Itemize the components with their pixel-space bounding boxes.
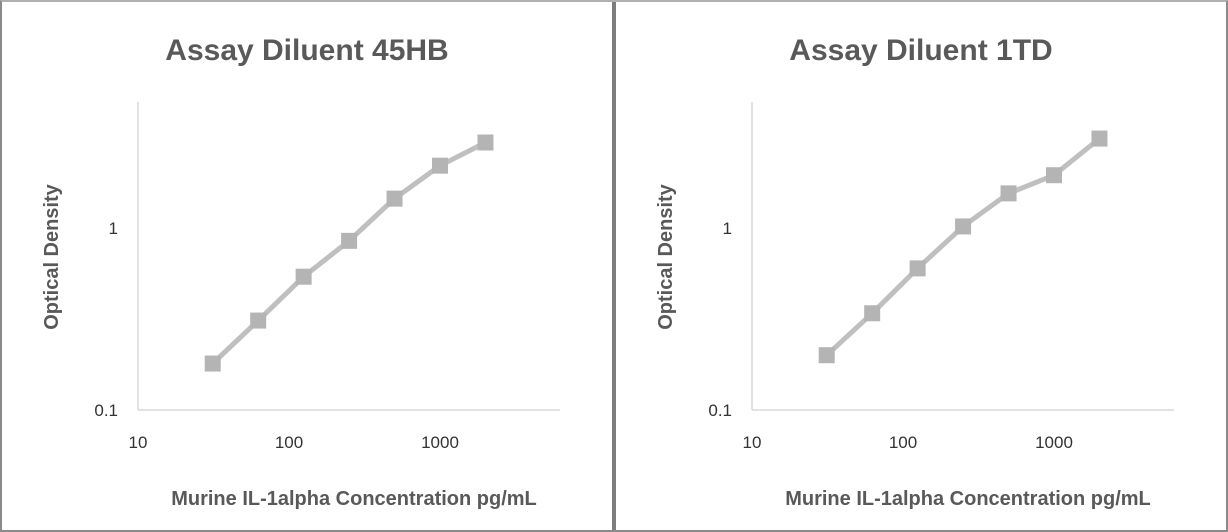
data-point-marker [1000,185,1017,202]
y-tick-label: 0.1 [94,401,118,420]
y-tick-label: 0.1 [708,401,732,420]
x-tick-label: 10 [129,433,148,452]
series-group [818,130,1108,364]
series-line [210,140,488,366]
chart-left: Assay Diluent 45HB Optical Density Murin… [41,34,560,510]
chart-panel-right: Assay Diluent 1TD Optical Density Murine… [616,2,1226,530]
data-point-marker [955,218,972,235]
chart-title: Assay Diluent 45HB [165,34,448,67]
y-axis-title: Optical Density [41,183,63,329]
series-group [204,134,494,372]
data-point-marker [1091,130,1108,147]
x-tick-label: 100 [889,433,917,452]
data-point-marker [477,134,494,151]
data-point-marker [250,312,267,329]
y-tick-label: 1 [723,219,732,238]
x-tick-label: 100 [275,433,303,452]
data-point-marker [1046,167,1062,184]
x-tick-label: 1000 [1035,433,1073,452]
x-tick-label: 1000 [421,433,459,452]
data-point-marker [204,355,221,372]
chart-right: Assay Diluent 1TD Optical Density Murine… [655,34,1174,510]
tick-label-group: 10 100 1000 0.1 1 [94,219,459,452]
x-axis-title: Murine IL-1alpha Concentration pg/mL [171,488,537,510]
chart-title: Assay Diluent 1TD [789,34,1052,67]
data-point-marker [909,260,926,277]
chart-panel-left: Assay Diluent 45HB Optical Density Murin… [2,2,612,530]
data-point-marker [341,232,358,249]
data-point-marker [864,305,881,322]
panel-divider [612,2,616,530]
y-tick-label: 1 [109,219,118,238]
tick-label-group: 10 100 1000 0.1 1 [708,219,1073,452]
data-point-marker [432,157,448,174]
y-axis-title: Optical Density [655,183,677,329]
x-tick-label: 10 [743,433,762,452]
x-axis-title: Murine IL-1alpha Concentration pg/mL [785,488,1151,510]
data-point-marker [386,190,403,207]
data-point-marker [818,347,835,364]
data-point-marker [295,268,312,285]
